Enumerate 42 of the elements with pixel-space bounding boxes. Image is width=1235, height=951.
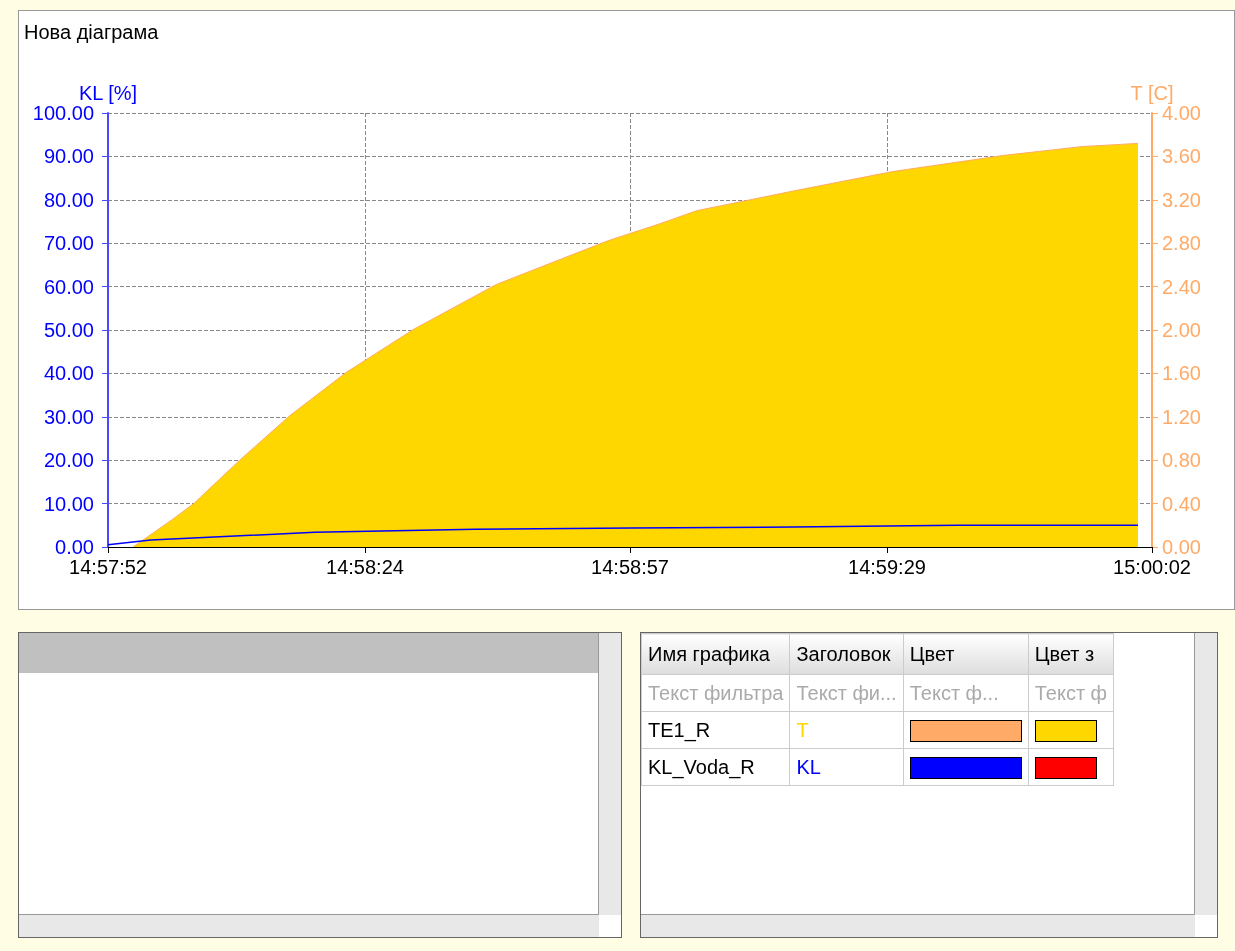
y2-tick-label: 0.40 [1162, 492, 1201, 515]
text: Заголовок [789, 633, 904, 675]
y-tick-label: 40.00 [43, 362, 94, 385]
y2-tick-label: 3.20 [1162, 188, 1201, 211]
text: KL [789, 748, 904, 786]
x-tick-label: 15:00:02 [1113, 556, 1191, 578]
x-tick-label: 14:58:57 [591, 556, 669, 578]
text: T [789, 711, 904, 749]
y-tick-label: 80.00 [43, 188, 94, 211]
text: Текст ф [1028, 674, 1114, 712]
y-tick-label: 90.00 [43, 145, 94, 168]
x-tick-label: 14:58:24 [326, 556, 404, 578]
chart-title: Нова діаграма [24, 21, 160, 43]
y2-axis-title: T [C] [1130, 82, 1174, 105]
line-series [107, 524, 1139, 546]
y-tick-label: 100.00 [32, 102, 94, 124]
text: Имя графика [641, 633, 790, 675]
y-tick-label: 60.00 [43, 275, 94, 298]
y-tick-label: 30.00 [43, 405, 94, 428]
text: TE1_R [641, 711, 790, 749]
text: KL_Voda_R [641, 748, 790, 786]
y2-tick-label: 1.20 [1162, 405, 1201, 428]
y-tick-label: 20.00 [43, 449, 94, 472]
y2-tick-label: 2.80 [1162, 232, 1201, 255]
y2-tick-label: 2.40 [1162, 275, 1201, 298]
y-tick-label: 50.00 [43, 319, 94, 341]
y2-tick-label: 0.00 [1162, 536, 1201, 558]
x-tick-label: 14:57:52 [69, 556, 147, 578]
y-tick-label: 0.00 [55, 536, 94, 558]
y2-tick-label: 0.80 [1162, 449, 1201, 472]
text: Текст ф... [903, 674, 1029, 712]
text: Текст фи... [789, 674, 904, 712]
y-tick-label: 10.00 [43, 492, 94, 515]
y-axis-title: KL [%] [78, 82, 138, 105]
y-tick-label: 70.00 [43, 232, 94, 255]
y2-tick-label: 2.00 [1162, 319, 1201, 341]
text: Текст фильтра [641, 674, 790, 712]
text: Цвет з [1028, 633, 1114, 675]
text: Цвет [903, 633, 1029, 675]
y2-tick-label: 3.60 [1162, 145, 1201, 168]
y2-tick-label: 1.60 [1162, 362, 1201, 385]
x-tick-label: 14:59:29 [848, 556, 926, 578]
